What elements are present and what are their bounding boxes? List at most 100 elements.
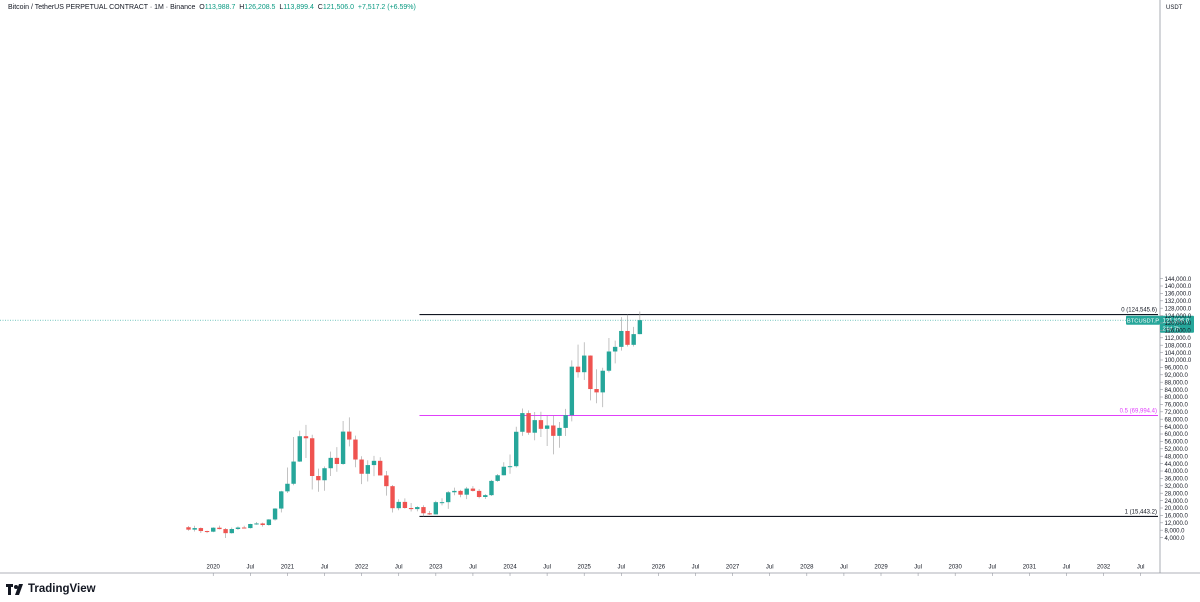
- candle[interactable]: [612, 340, 618, 364]
- candle[interactable]: [551, 415, 556, 455]
- candle[interactable]: [359, 456, 364, 485]
- candle[interactable]: [186, 525, 191, 531]
- candle[interactable]: [334, 447, 340, 472]
- candle[interactable]: [421, 505, 426, 517]
- price-axis-label: 68,000.0: [1165, 417, 1189, 423]
- candle-body: [464, 488, 469, 495]
- candle[interactable]: [606, 337, 612, 373]
- candle[interactable]: [557, 421, 562, 448]
- low-label: L: [279, 4, 284, 11]
- candle[interactable]: [445, 490, 451, 509]
- candle[interactable]: [223, 527, 228, 538]
- candle[interactable]: [396, 499, 401, 511]
- candle[interactable]: [192, 525, 197, 532]
- last-price-tag-bg: [1160, 315, 1194, 333]
- candle[interactable]: [600, 367, 605, 408]
- candle[interactable]: [575, 344, 581, 378]
- candle[interactable]: [538, 411, 544, 437]
- candle-body: [408, 508, 414, 510]
- candle-body: [297, 436, 302, 462]
- time-axis-label: 2025: [578, 565, 592, 571]
- candle[interactable]: [588, 355, 593, 401]
- price-axis-label: 92,000.0: [1165, 373, 1189, 379]
- candle[interactable]: [408, 503, 414, 512]
- candle[interactable]: [439, 498, 445, 506]
- candle[interactable]: [489, 479, 494, 496]
- candle[interactable]: [563, 408, 568, 437]
- candle[interactable]: [272, 508, 278, 521]
- candle[interactable]: [458, 489, 463, 498]
- candle[interactable]: [279, 490, 284, 513]
- candle[interactable]: [254, 521, 259, 525]
- price-axis-label: 84,000.0: [1165, 388, 1189, 394]
- candle[interactable]: [507, 454, 513, 474]
- candle[interactable]: [631, 326, 636, 347]
- price-axis-label: 100,000.0: [1165, 358, 1192, 364]
- candle[interactable]: [513, 426, 519, 468]
- candle[interactable]: [377, 457, 383, 476]
- candle[interactable]: [309, 434, 315, 490]
- candle[interactable]: [266, 519, 272, 526]
- candle-body: [557, 427, 562, 436]
- candle[interactable]: [211, 527, 216, 533]
- candle[interactable]: [433, 500, 439, 515]
- candle-body: [223, 529, 228, 534]
- candle[interactable]: [291, 436, 296, 486]
- candle-body: [248, 524, 253, 529]
- candle[interactable]: [297, 430, 302, 462]
- candle[interactable]: [625, 314, 630, 347]
- candle[interactable]: [470, 486, 476, 492]
- price-axis-label: 76,000.0: [1165, 403, 1189, 409]
- candle[interactable]: [285, 467, 290, 494]
- candle-body: [445, 492, 451, 503]
- candle[interactable]: [328, 451, 333, 476]
- candle[interactable]: [371, 455, 377, 477]
- candle[interactable]: [248, 523, 253, 529]
- candle[interactable]: [476, 489, 482, 499]
- candle-body: [563, 415, 568, 428]
- candle-body: [359, 459, 364, 474]
- price-axis-label: 56,000.0: [1165, 440, 1189, 446]
- candle[interactable]: [204, 530, 210, 534]
- candle[interactable]: [569, 360, 575, 422]
- candle[interactable]: [402, 498, 408, 509]
- candle[interactable]: [594, 369, 599, 404]
- candle[interactable]: [619, 317, 624, 351]
- candle[interactable]: [495, 473, 500, 482]
- candle-body: [316, 475, 321, 481]
- candle[interactable]: [365, 460, 371, 482]
- price-axis-label: 120,000.0: [1165, 321, 1192, 327]
- candle[interactable]: [260, 522, 265, 527]
- candle[interactable]: [415, 506, 420, 512]
- candle[interactable]: [520, 408, 525, 436]
- candle[interactable]: [322, 466, 327, 491]
- candle[interactable]: [235, 526, 241, 531]
- candle[interactable]: [198, 527, 204, 533]
- candle[interactable]: [217, 525, 222, 530]
- candle[interactable]: [483, 494, 488, 499]
- candle[interactable]: [353, 435, 358, 468]
- candle[interactable]: [316, 468, 321, 492]
- candle-body: [569, 366, 575, 416]
- candle[interactable]: [526, 410, 531, 435]
- candle[interactable]: [582, 342, 587, 380]
- candle[interactable]: [637, 311, 643, 335]
- candle[interactable]: [452, 487, 457, 496]
- candle[interactable]: [532, 411, 537, 441]
- candle[interactable]: [303, 424, 309, 459]
- candle[interactable]: [241, 525, 247, 529]
- candle[interactable]: [501, 462, 507, 476]
- candle[interactable]: [427, 510, 432, 515]
- candle[interactable]: [347, 417, 352, 447]
- candle[interactable]: [544, 415, 550, 447]
- candle[interactable]: [464, 486, 469, 500]
- candle[interactable]: [340, 421, 346, 465]
- candle[interactable]: [390, 485, 395, 513]
- price-axis-label: 124,000.0: [1165, 314, 1192, 320]
- candle[interactable]: [384, 471, 389, 496]
- candle[interactable]: [229, 527, 234, 534]
- price-axis-label: 36,000.0: [1165, 477, 1189, 483]
- candle-body: [526, 413, 531, 433]
- tradingview-logo[interactable]: TradingView: [6, 583, 96, 595]
